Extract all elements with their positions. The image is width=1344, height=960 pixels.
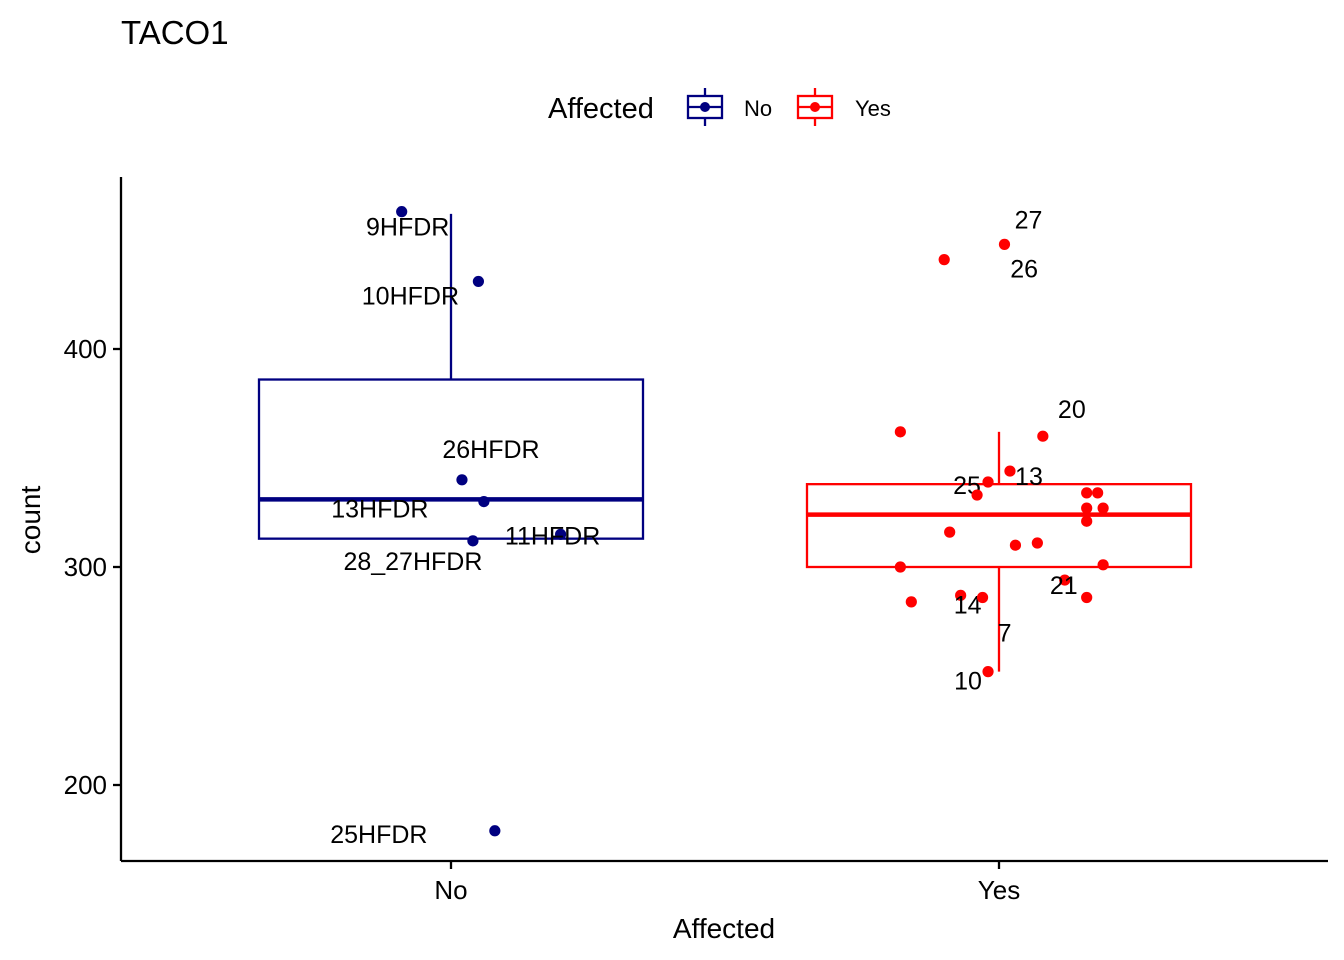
axes: 200 300 400 No Yes: [64, 177, 1328, 905]
point-label: 13: [1015, 463, 1043, 491]
legend-title: Affected: [548, 93, 654, 125]
data-point: [982, 476, 994, 488]
y-tick-label: 300: [64, 552, 107, 582]
legend: Affected No Yes: [548, 88, 891, 126]
legend-key-yes: [796, 88, 834, 126]
legend-label-yes: Yes: [855, 96, 891, 121]
point-label: 11HFDR: [505, 522, 600, 550]
data-point: [555, 528, 567, 540]
data-point: [1097, 559, 1109, 571]
y-axis-title: count: [15, 486, 46, 555]
data-point: [489, 825, 501, 837]
box: [257, 378, 645, 540]
data-point: [976, 591, 989, 604]
y-tick-label: 200: [64, 770, 107, 800]
plot-area: 9HFDR 10HFDR 26HFDR 13HFDR 11HFDR 28_27HFDR 25…: [257, 206, 1193, 849]
data-point: [894, 561, 906, 573]
data-point: [1081, 591, 1093, 604]
data-point: [467, 535, 479, 547]
point-label: 10: [954, 668, 982, 696]
x-tick-label: No: [434, 875, 467, 905]
data-point: [1004, 465, 1016, 477]
data-point: [1009, 539, 1022, 551]
x-tick-label: Yes: [978, 875, 1020, 905]
point-label: 10HFDR: [362, 282, 459, 310]
data-point: [472, 275, 484, 288]
point-label: 28_27HFDR: [343, 548, 482, 576]
point-label: 7: [998, 620, 1012, 648]
point-label: 26HFDR: [442, 436, 539, 464]
data-point: [1081, 502, 1093, 514]
data-point: [944, 526, 956, 538]
point-label: 25HFDR: [330, 821, 427, 849]
legend-key-no: [686, 88, 724, 126]
data-point: [1059, 574, 1071, 586]
data-point: [1031, 537, 1043, 549]
data-point: [982, 666, 994, 678]
point-label: 26: [1010, 256, 1038, 284]
legend-label-no: No: [744, 96, 772, 121]
data-point: [1097, 502, 1109, 514]
point-label: 27: [1015, 206, 1043, 234]
data-point: [1037, 430, 1049, 442]
series-no: 9HFDR 10HFDR 26HFDR 13HFDR 11HFDR 28_27HFDR 25…: [257, 206, 645, 849]
y-tick-label: 400: [64, 334, 107, 364]
chart-title: TACO1: [121, 14, 229, 51]
point-label: 20: [1058, 396, 1086, 424]
data-point: [955, 589, 967, 601]
data-point: [998, 238, 1011, 250]
point-label: 14: [954, 591, 982, 619]
data-point: [478, 496, 490, 508]
data-point: [894, 426, 906, 438]
data-point: [456, 474, 468, 486]
x-axis-title: Affected: [673, 913, 775, 944]
data-point: [938, 254, 950, 266]
data-point: [905, 596, 917, 608]
data-point: [1092, 487, 1104, 499]
point-label: 21: [1050, 572, 1078, 600]
data-point: [1081, 487, 1093, 499]
data-point: [396, 206, 408, 218]
box: [805, 483, 1193, 569]
data-point: [971, 489, 983, 501]
point-label: 13HFDR: [331, 496, 428, 524]
point-label: 9HFDR: [366, 214, 449, 242]
data-point: [1081, 515, 1093, 527]
